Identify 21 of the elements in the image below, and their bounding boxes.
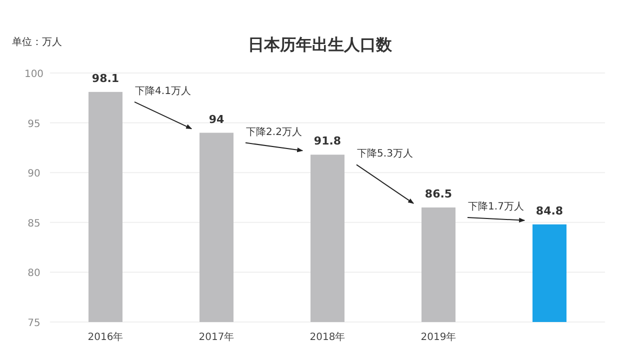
annotation: 下降4.1万人 [135, 84, 191, 97]
x-tick-label: 2017年 [198, 331, 234, 343]
chart-title: 日本历年出生人口数 [248, 35, 393, 54]
y-axis-title: 单位：万人 [12, 36, 62, 48]
x-tick-label: 2019年 [420, 331, 456, 343]
annotation: 下降5.3万人 [357, 148, 413, 160]
y-tick-label: 75 [28, 318, 40, 329]
annotation: 下降2.2万人 [246, 126, 302, 138]
data-label: 94 [208, 112, 224, 126]
y-tick-label: 100 [24, 69, 44, 80]
data-label: 86.5 [424, 187, 452, 200]
data-label: 84.8 [536, 204, 564, 218]
data-label: 91.8 [314, 134, 342, 148]
annotation: 下降1.7万人 [468, 200, 524, 212]
data-label: 98.1 [92, 72, 120, 85]
y-tick-label: 85 [28, 218, 40, 230]
x-tick-label: 2018年 [310, 331, 346, 343]
y-tick-label: 90 [28, 168, 40, 180]
y-tick-label: 80 [28, 268, 40, 280]
y-tick-label: 95 [28, 118, 40, 130]
x-tick-label: 2016年 [88, 331, 124, 343]
